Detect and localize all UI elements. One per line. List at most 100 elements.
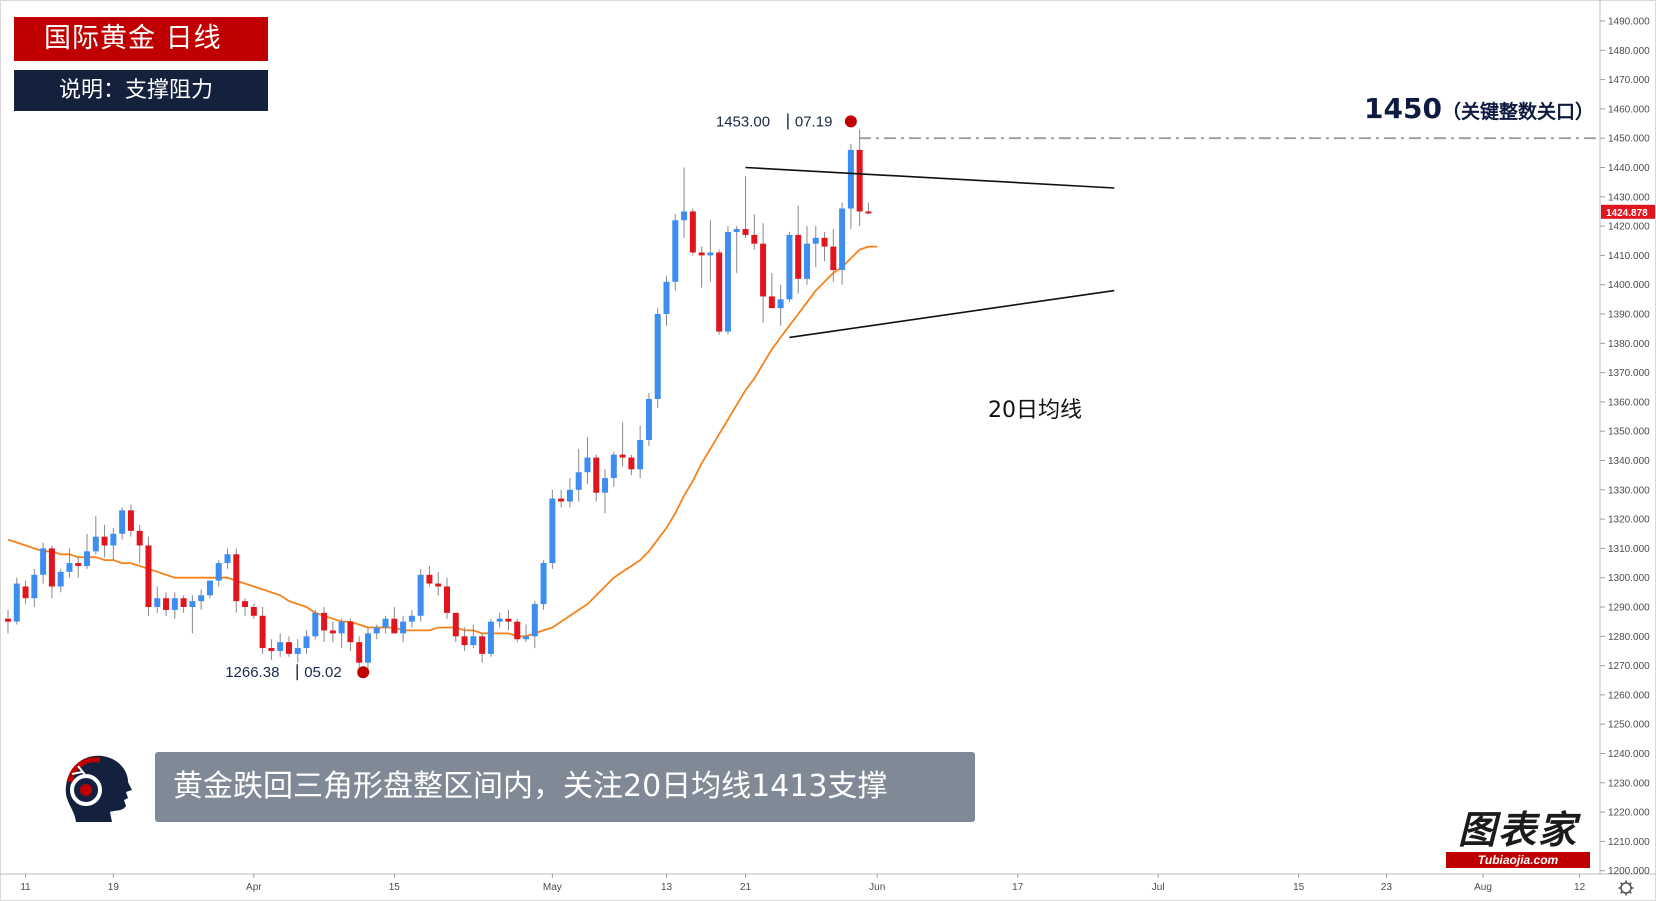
candle-body[interactable] [259, 615, 266, 649]
candle-body[interactable] [408, 615, 415, 622]
candle-body[interactable] [119, 510, 126, 534]
candle-body[interactable] [742, 229, 749, 235]
candle-body[interactable] [180, 598, 187, 607]
candle-body[interactable] [40, 548, 47, 575]
candle-body[interactable] [347, 621, 354, 643]
candle-body[interactable] [48, 548, 55, 587]
candle-body[interactable] [461, 636, 468, 646]
candle-body[interactable] [856, 149, 863, 212]
candle-body[interactable] [233, 554, 240, 602]
candle-body[interactable] [558, 498, 565, 502]
candle-body[interactable] [795, 234, 802, 279]
candle-body[interactable] [435, 583, 442, 587]
candle-body[interactable] [821, 237, 828, 247]
candle-body[interactable] [84, 551, 91, 566]
candle-body[interactable] [698, 252, 705, 256]
candle-body[interactable] [277, 642, 284, 651]
candle-body[interactable] [672, 220, 679, 282]
candle-body[interactable] [364, 633, 371, 663]
candle-body[interactable] [689, 211, 696, 253]
candle-body[interactable] [22, 586, 29, 599]
candle-body[interactable] [751, 234, 758, 244]
candle-body[interactable] [628, 457, 635, 470]
candle-body[interactable] [584, 457, 591, 473]
candle-body[interactable] [338, 621, 345, 634]
candle-body[interactable] [145, 545, 152, 607]
candle-body[interactable] [830, 246, 837, 271]
candle-body[interactable] [593, 457, 600, 493]
candle-body[interactable] [645, 398, 652, 440]
candle-body[interactable] [786, 234, 793, 300]
candle-body[interactable] [92, 536, 99, 552]
candle-body[interactable] [637, 439, 644, 470]
candle-body[interactable] [303, 636, 310, 649]
candle-body[interactable] [268, 648, 275, 651]
candle-body[interactable] [839, 208, 846, 271]
candle-body[interactable] [566, 489, 573, 502]
candle-body[interactable] [654, 314, 661, 399]
candle-body[interactable] [400, 621, 407, 634]
candle-body[interactable] [523, 636, 530, 640]
candle-body[interactable] [602, 478, 609, 493]
candle-body[interactable] [487, 621, 494, 654]
candle-body[interactable] [479, 636, 486, 654]
candle-body[interactable] [206, 580, 213, 596]
candle-body[interactable] [724, 231, 731, 332]
candle-body[interactable] [250, 607, 257, 616]
candle-body[interactable] [127, 510, 134, 531]
candle-body[interactable] [110, 533, 117, 546]
candle-body[interactable] [610, 454, 617, 479]
candle-body[interactable] [66, 563, 73, 572]
candle-body[interactable] [198, 595, 205, 602]
candle-body[interactable] [549, 498, 556, 564]
candle-body[interactable] [496, 618, 503, 622]
candle-body[interactable] [154, 598, 161, 607]
candle-body[interactable] [426, 574, 433, 584]
candle-body[interactable] [444, 586, 450, 613]
candle-body[interactable] [663, 281, 670, 314]
candle-body[interactable] [716, 252, 723, 332]
candle-body[interactable] [733, 229, 740, 232]
candle-body[interactable] [189, 601, 196, 607]
candle-body[interactable] [505, 618, 512, 622]
candle-body[interactable] [681, 211, 688, 221]
candle-body[interactable] [373, 627, 380, 634]
candle-body[interactable] [57, 571, 64, 587]
candle-body[interactable] [768, 296, 775, 309]
candle-body[interactable] [312, 612, 319, 637]
candle-body[interactable] [382, 618, 389, 628]
candle-body[interactable] [470, 636, 477, 646]
candle-body[interactable] [760, 243, 767, 297]
candle-body[interactable] [356, 642, 363, 663]
candle-body[interactable] [847, 149, 854, 209]
settings-gear-icon[interactable] [1618, 880, 1634, 896]
candle-body[interactable] [163, 598, 170, 610]
candle-body[interactable] [707, 252, 714, 256]
candle-body[interactable] [619, 454, 626, 458]
candle-body[interactable] [391, 618, 398, 634]
candle-body[interactable] [803, 243, 810, 279]
candle-body[interactable] [136, 530, 143, 546]
candle-body[interactable] [285, 642, 292, 654]
candle-body[interactable] [777, 299, 784, 309]
candle-body[interactable] [215, 563, 222, 581]
candle-body[interactable] [101, 536, 108, 546]
candle-body[interactable] [5, 618, 11, 622]
candle-body[interactable] [171, 598, 178, 610]
candle-body[interactable] [417, 574, 424, 616]
candle-body[interactable] [13, 583, 20, 622]
candle-body[interactable] [294, 648, 301, 654]
candle-body[interactable] [224, 554, 231, 564]
candle-body[interactable] [242, 601, 249, 607]
candle-body[interactable] [75, 563, 82, 566]
candle-body[interactable] [812, 237, 819, 244]
candle-body[interactable] [531, 604, 538, 637]
candle-body[interactable] [452, 612, 459, 637]
candle-body[interactable] [865, 211, 872, 214]
candle-body[interactable] [329, 630, 336, 634]
candle-body[interactable] [321, 612, 328, 631]
candle-body[interactable] [540, 563, 547, 605]
candle-body[interactable] [31, 574, 38, 599]
candle-body[interactable] [514, 621, 521, 640]
